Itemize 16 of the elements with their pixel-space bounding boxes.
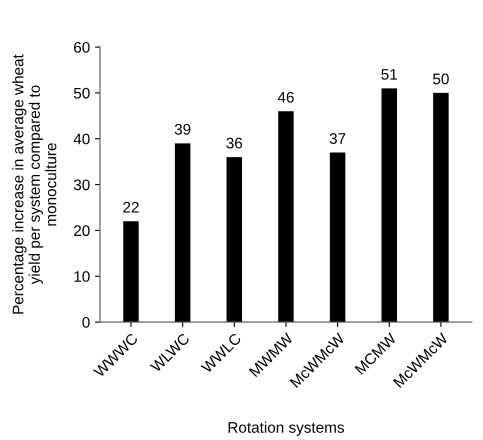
data-label: 50 [433, 74, 449, 84]
y-tick-label: 20 [74, 225, 90, 236]
data-label: 46 [278, 92, 294, 103]
y-tick-label: 40 [74, 134, 90, 144]
y-tick-label: 30 [74, 179, 90, 190]
data-label: 39 [174, 124, 190, 135]
y-tick-label: 50 [74, 88, 90, 99]
x-axis-title: Rotation systems [228, 422, 344, 436]
y-axis-title: Percentage increase in average wheat yield per system compared to monoculture [12, 54, 56, 314]
y-tick-label: 10 [74, 271, 90, 282]
data-label: 37 [330, 133, 346, 144]
y-tick-label: 60 [74, 42, 90, 53]
data-label: 51 [381, 69, 397, 80]
data-label: 22 [123, 202, 139, 213]
data-label: 36 [226, 138, 242, 149]
y-tick-label: 0 [82, 316, 90, 328]
